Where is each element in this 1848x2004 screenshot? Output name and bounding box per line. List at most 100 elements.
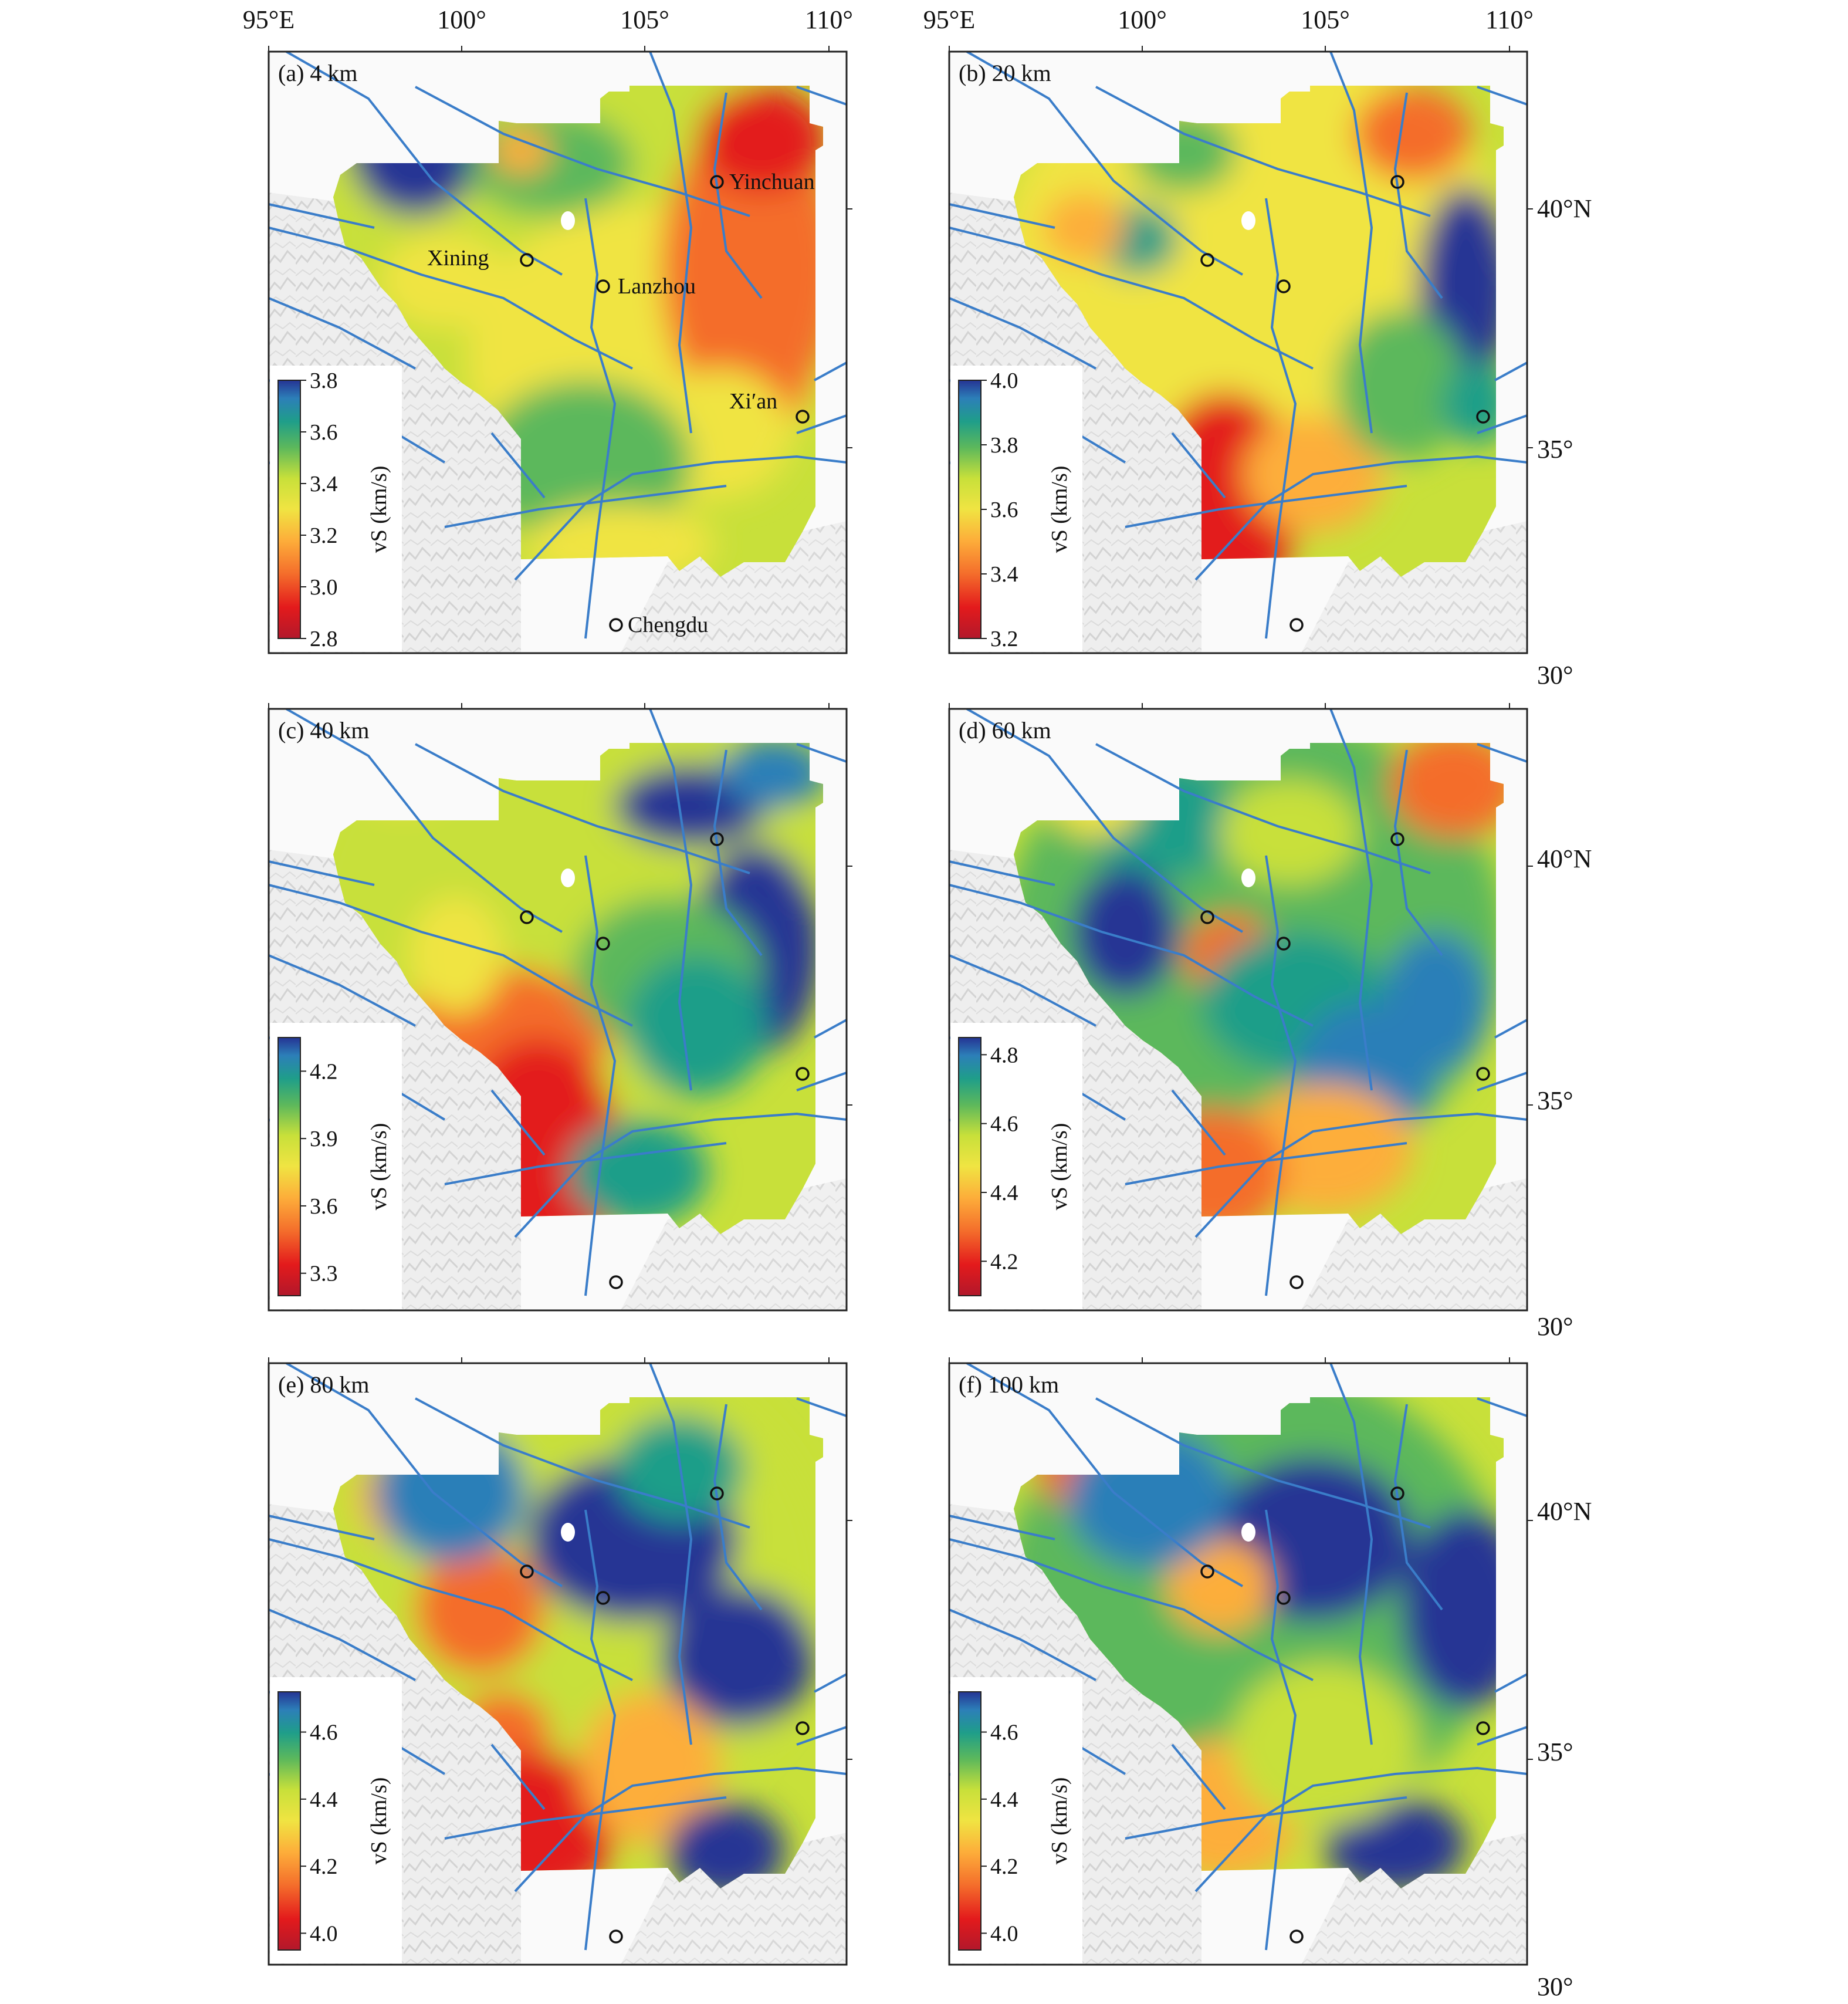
fault-line-10 [1477, 743, 1528, 763]
lon-tick-105: 105° [620, 5, 669, 34]
fault-line-4 [268, 954, 416, 1027]
panel-f: (f) 100 km 4.6 4.4 4.2 4.0 vS (km/s) [948, 1357, 1533, 1966]
chengdu-marker [609, 618, 623, 632]
fault-line-2 [949, 884, 1314, 1027]
fault-line-11 [1194, 1112, 1528, 1238]
xining-label: Xining [427, 246, 489, 271]
terrain-relief-southeast [1301, 1833, 1527, 1965]
panel-b: (b) 20 km 4.0 3.8 3.6 3.4 3.2 vS (km/s) [948, 46, 1533, 654]
terrain-relief-southeast [621, 1178, 847, 1310]
colorbar: 4.8 4.6 4.4 4.2 vS (km/s) [950, 1023, 1082, 1309]
fault-line-2 [949, 227, 1314, 370]
panel-label: (c) 40 km [278, 717, 370, 744]
xining-marker [520, 910, 534, 924]
terrain-relief-southeast [621, 521, 847, 653]
anomaly-patch-3 [1354, 87, 1471, 181]
fault-line-1 [286, 1362, 563, 1587]
fault-line-1 [966, 50, 1243, 276]
yinchuan-marker [1390, 175, 1404, 189]
fault-lines [268, 708, 847, 1296]
anomaly-patch-10 [480, 380, 691, 545]
xian-marker [796, 1721, 810, 1735]
colorbar-tick-label: 4.0 [990, 369, 1018, 393]
anomaly-patch-4 [1219, 779, 1360, 885]
fault-line-2 [268, 1538, 633, 1681]
anomaly-patch-9 [627, 955, 767, 1096]
fault-line-10 [1477, 86, 1528, 106]
lat-tick-40-row2: 40°N [1537, 844, 1592, 873]
colorbar-tick-label: 4.2 [990, 1854, 1018, 1879]
colorbar-tick-label: 3.6 [990, 498, 1018, 522]
lanzhou-marker [596, 1591, 610, 1605]
yinchuan-label: Yinchuan [729, 170, 815, 194]
lanzhou-marker [596, 937, 610, 951]
anomaly-patch-5 [1166, 1539, 1272, 1633]
fault-line-11 [514, 455, 847, 581]
panel-label: (f) 100 km [959, 1371, 1059, 1398]
fault-line-14 [1477, 1726, 1528, 1746]
anomaly-patch-10 [568, 1120, 709, 1225]
lon-tick-110: 110° [805, 5, 853, 34]
fault-line-15 [814, 361, 847, 381]
colorbar-tick-label: 4.6 [990, 1721, 1018, 1745]
lat-tick-35-row2: 35° [1537, 1086, 1573, 1115]
fault-line-12 [1125, 1142, 1407, 1185]
lanzhou-marker [1277, 279, 1291, 293]
fault-line-8 [649, 1363, 693, 1745]
anomaly-patch-7 [1325, 1797, 1465, 1888]
fault-line-14 [1477, 1072, 1528, 1091]
fault-line-9 [1393, 92, 1443, 299]
fault-line-12 [1125, 485, 1407, 528]
data-gap [561, 211, 575, 230]
fault-line-9 [713, 749, 763, 957]
fault-line-2 [949, 1538, 1314, 1681]
fault-line-13 [584, 198, 617, 639]
colorbar-gradient [277, 380, 301, 639]
lat-tick-35-row1: 35° [1537, 435, 1573, 464]
anomaly-patch-2 [1389, 743, 1504, 838]
colorbar-label: vS (km/s) [367, 1123, 391, 1211]
colorbar-gradient [958, 1037, 981, 1296]
fault-line-13 [584, 855, 617, 1296]
colorbar-label: vS (km/s) [367, 1777, 391, 1865]
fault-line-14 [796, 414, 847, 434]
fault-lines [268, 1362, 847, 1951]
lon-tick-95: 95°E [243, 5, 295, 34]
fault-line-16 [490, 1743, 546, 1810]
chengdu-marker [1289, 1275, 1304, 1289]
fault-line-15 [1494, 1673, 1528, 1693]
yinchuan-marker [1390, 832, 1404, 846]
yinchuan-marker [710, 175, 724, 189]
chengdu-marker [1289, 1929, 1304, 1944]
panel-d: (d) 60 km 4.8 4.6 4.4 4.2 vS (km/s) [948, 703, 1533, 1312]
colorbar-tick-label: 4.6 [310, 1721, 338, 1745]
panel-label: (d) 60 km [959, 717, 1051, 744]
lon-tick-105: 105° [1301, 5, 1350, 34]
fault-line-2 [268, 227, 633, 370]
chengdu-marker [1289, 618, 1304, 632]
fault-line-8 [1329, 1363, 1373, 1745]
fault-line-7 [415, 1397, 750, 1529]
anomaly-patch-9 [1231, 1662, 1419, 1827]
lat-tick-30-row1: 30° [1537, 661, 1573, 690]
colorbar-tick-label: 2.8 [310, 627, 338, 651]
fault-line-10 [796, 743, 847, 763]
fault-line-7 [415, 86, 750, 217]
fault-line-13 [1265, 1509, 1297, 1951]
lon-labels-left: 95°E 100° 105° 110° [243, 5, 853, 34]
colorbar: 4.6 4.4 4.2 4.0 vS (km/s) [270, 1677, 402, 1964]
fault-line-3 [268, 1515, 375, 1540]
fault-line-8 [1329, 708, 1373, 1091]
xian-marker [1476, 410, 1490, 424]
colorbar-tick-label: 3.6 [310, 1194, 338, 1219]
fault-line-12 [444, 1142, 727, 1185]
lon-tick-100: 100° [437, 5, 486, 34]
xian-marker [1476, 1067, 1490, 1081]
fault-line-4 [949, 297, 1096, 370]
fault-lines [949, 1362, 1528, 1951]
panel-label: (e) 80 km [278, 1371, 370, 1398]
fault-line-10 [796, 86, 847, 106]
colorbar-tick-label: 3.9 [310, 1127, 338, 1151]
xian-marker [1476, 1721, 1490, 1735]
